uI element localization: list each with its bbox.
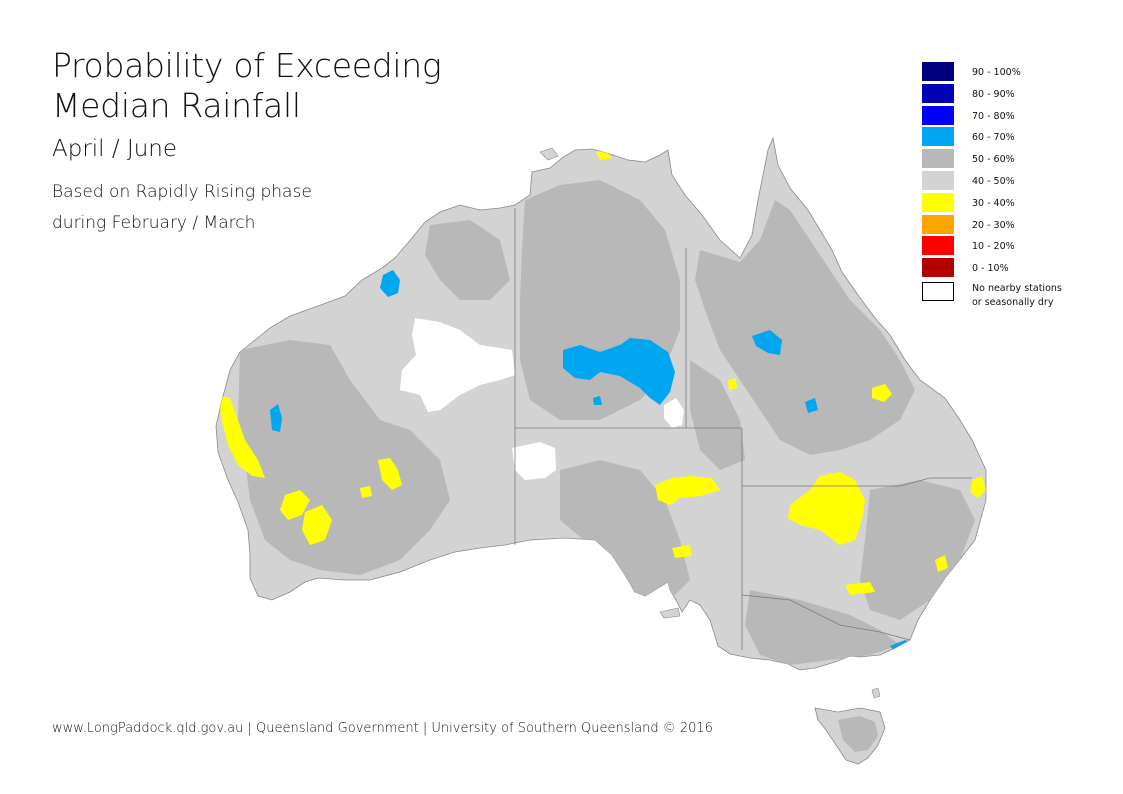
region-30-40-nsw-south	[845, 582, 875, 595]
border-nsw-vic	[741, 594, 911, 641]
legend-swatch	[922, 105, 954, 125]
region-50-60-qld-west	[690, 360, 745, 470]
legend-swatch	[922, 192, 954, 212]
map-note-line-1: Based on Rapidly Rising phase	[52, 182, 312, 202]
legend-swatch-no-data	[922, 281, 954, 301]
region-30-40-nsw-west	[788, 472, 865, 545]
tasmania	[814, 707, 886, 765]
region-50-60-kimberley	[425, 220, 510, 300]
region-50-60-nsw-east	[860, 480, 975, 620]
legend-label: 80 - 90%	[972, 88, 1015, 100]
legend-no-data-line-2: or seasonally dry	[972, 296, 1054, 308]
region-30-40-nsw-coast	[970, 476, 986, 498]
legend-swatch	[922, 127, 954, 147]
region-30-40-nsw-coast-2	[935, 555, 948, 572]
region-60-70-qld-1	[752, 330, 782, 355]
region-30-40-qld-east	[872, 384, 892, 402]
region-50-60-vic	[745, 590, 900, 665]
legend-label: 40 - 50%	[972, 175, 1015, 187]
region-nodata-nt	[664, 398, 684, 428]
legend-no-data-line-1: No nearby stations	[972, 282, 1062, 294]
region-30-40-sa	[655, 476, 720, 505]
region-30-40-wa-dot	[360, 486, 372, 498]
region-60-70-qld-2	[805, 398, 818, 413]
legend-label: 90 - 100%	[972, 67, 1021, 78]
region-30-40-wa-coast	[218, 395, 265, 478]
map-title-line-1: Probability of Exceeding	[52, 46, 442, 85]
map-subtitle: April / June	[52, 136, 178, 162]
tasmania-region-50-60	[838, 716, 878, 752]
map-title-line-2: Median Rainfall	[52, 86, 301, 125]
mainland	[215, 136, 987, 671]
legend-label: 10 - 20%	[972, 241, 1015, 253]
border-qld-nsw	[742, 477, 972, 487]
island-melville	[539, 147, 559, 161]
legend-label: 60 - 70%	[972, 132, 1015, 144]
region-60-70-wa-west	[270, 404, 282, 432]
legend-swatch	[922, 214, 954, 234]
region-30-40-sa-gulf	[672, 545, 692, 558]
region-30-40-wa-mid	[378, 458, 402, 490]
legend-swatch	[922, 170, 954, 190]
region-nodata-sa	[512, 442, 556, 480]
legend-label: 20 - 30%	[972, 219, 1015, 231]
map-note: Based on Rapidly Rising phase during Feb…	[52, 177, 312, 239]
island-flinders	[871, 687, 881, 699]
legend-label: 50 - 60%	[972, 154, 1015, 166]
legend-swatch	[922, 83, 954, 103]
legend-label: 70 - 80%	[972, 110, 1015, 122]
region-30-40-qld-dot	[728, 378, 737, 390]
map-title: Probability of Exceeding Median Rainfall	[52, 46, 472, 126]
region-60-70-central	[563, 338, 675, 405]
legend-label: 30 - 40%	[972, 197, 1015, 209]
state-borders	[514, 208, 972, 650]
footer-credits: www.LongPaddock.qld.gov.au | Queensland …	[52, 721, 713, 736]
legend-swatch	[922, 149, 954, 169]
legend-swatch	[922, 236, 954, 256]
region-30-40-wa-south-1	[280, 490, 310, 520]
legend-swatch	[922, 62, 954, 81]
rainfall-regions	[218, 150, 986, 665]
map-note-line-2: during February / March	[52, 213, 256, 233]
region-50-60-qld-north	[695, 200, 915, 455]
island-kangaroo	[659, 607, 681, 619]
legend-swatch	[922, 258, 954, 278]
region-nodata-wa	[400, 318, 515, 412]
region-60-70-sa-dot	[593, 396, 602, 405]
legend-label: 0 - 10%	[972, 263, 1009, 275]
region-60-70-pilbara	[380, 270, 400, 297]
islands	[539, 147, 881, 699]
region-30-40-wa-south-2	[302, 505, 332, 545]
legend-label-no-data: No nearby stations or seasonally dry	[972, 282, 1062, 310]
region-30-40-nt-top	[596, 150, 612, 160]
